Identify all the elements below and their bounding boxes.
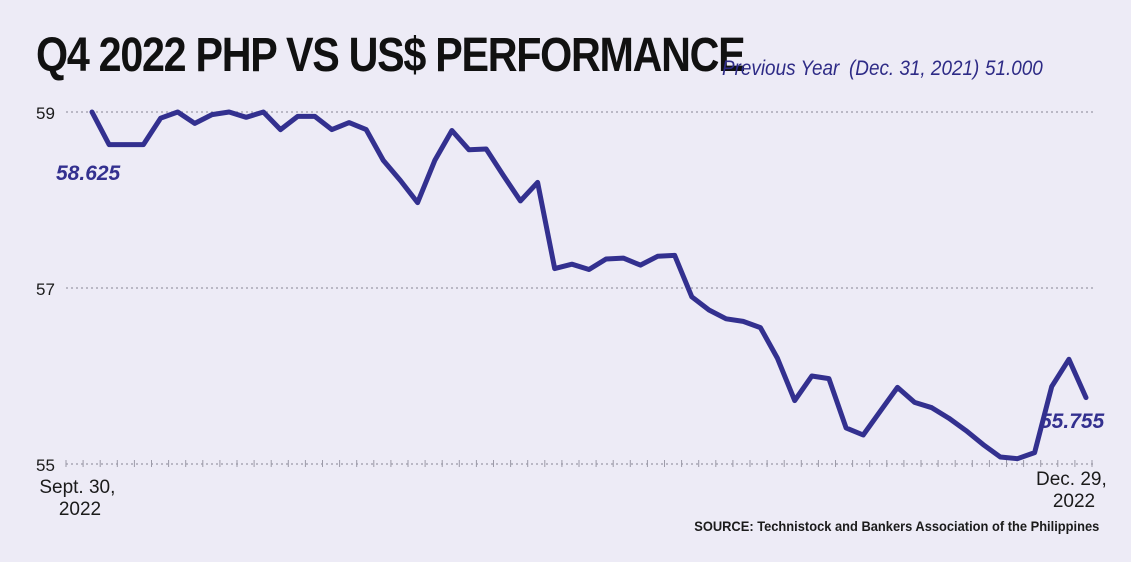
x-start-label-line2: 2022 <box>59 499 101 520</box>
data-point <box>141 142 146 147</box>
data-point <box>261 110 266 114</box>
data-point <box>1015 456 1020 461</box>
data-point <box>844 425 849 430</box>
data-point <box>707 308 711 312</box>
data-point <box>329 127 334 132</box>
start-value-label: 58.625 <box>56 162 121 185</box>
data-point <box>758 325 763 330</box>
data-point <box>210 112 214 117</box>
data-point <box>501 173 506 178</box>
data-point <box>295 114 300 119</box>
y-tick-label-55: 55 <box>36 456 55 475</box>
x-end-label-line2: 2022 <box>1053 491 1095 512</box>
data-point <box>364 127 369 132</box>
x-start-label-line1: Sept. 30, <box>39 477 115 498</box>
data-point <box>724 316 729 321</box>
previous-year-date: (Dec. 31, 2021) <box>849 57 980 80</box>
x-end-label-line1: Dec. 29, <box>1036 469 1107 490</box>
data-point <box>312 114 317 119</box>
data-point <box>587 267 591 272</box>
data-point <box>552 266 557 271</box>
data-point <box>415 200 420 205</box>
data-point <box>278 127 283 132</box>
data-point <box>878 409 883 414</box>
data-point <box>432 158 437 163</box>
data-point <box>1032 450 1037 455</box>
data-point <box>638 263 643 268</box>
data-point <box>449 128 454 133</box>
data-point <box>655 254 660 259</box>
data-point <box>998 455 1003 459</box>
data-point <box>861 433 866 437</box>
data-point <box>929 405 934 410</box>
data-point <box>535 180 540 185</box>
source-note: SOURCE: Technistock and Bankers Associat… <box>693 518 1099 534</box>
data-point <box>946 416 951 421</box>
data-point <box>158 116 163 121</box>
data-point <box>604 257 609 261</box>
data-point <box>775 356 780 361</box>
data-point <box>1066 357 1071 362</box>
y-tick-label-59: 59 <box>36 104 55 123</box>
y-tick-label-57: 57 <box>36 280 55 299</box>
data-point <box>912 400 917 405</box>
previous-year-label: Previous Year <box>722 57 840 80</box>
data-point <box>741 319 746 324</box>
x-start-label: Sept. 30, 2022 <box>39 477 120 520</box>
data-point <box>175 110 180 114</box>
data-point <box>90 110 94 114</box>
data-point <box>672 253 677 258</box>
data-point <box>398 178 403 183</box>
data-point <box>518 198 523 203</box>
data-point <box>244 115 249 120</box>
data-point <box>792 398 797 403</box>
data-point <box>1049 384 1054 389</box>
data-point <box>381 158 386 163</box>
data-point <box>1084 395 1088 400</box>
data-point <box>192 121 197 126</box>
data-point <box>569 262 574 267</box>
chart-title: Q4 2022 PHP VS US$ PERFORMANCE <box>36 29 746 82</box>
data-point <box>964 428 968 433</box>
data-point <box>895 385 900 390</box>
data-point <box>621 256 626 261</box>
data-point <box>981 442 986 447</box>
data-point <box>107 142 112 147</box>
data-point <box>809 374 814 378</box>
data-point <box>826 376 831 381</box>
data-point <box>484 147 489 151</box>
end-value-label: 55.755 <box>1040 410 1105 433</box>
data-point <box>227 110 232 114</box>
x-end-label: Dec. 29, 2022 <box>1036 469 1112 512</box>
series-line <box>89 109 1089 462</box>
data-point <box>467 147 471 152</box>
data-point <box>347 120 352 125</box>
data-point <box>124 142 129 147</box>
data-point <box>689 294 694 299</box>
previous-year-value: 51.000 <box>985 57 1043 80</box>
